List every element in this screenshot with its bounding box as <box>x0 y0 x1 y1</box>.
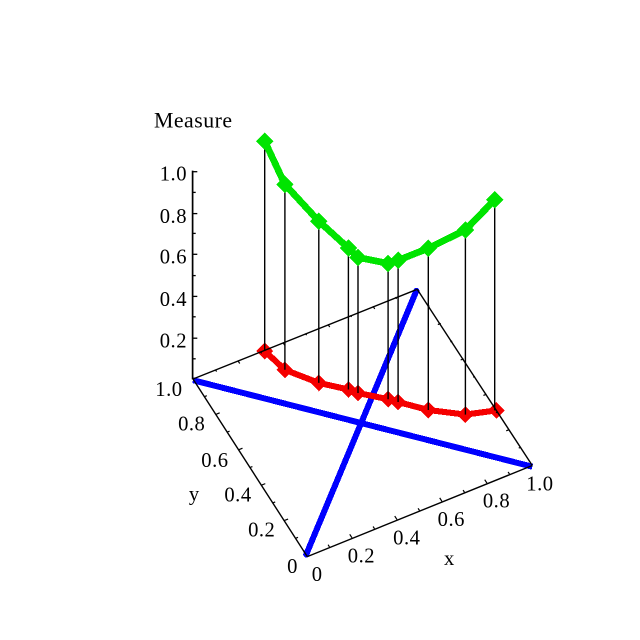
svg-text:0.2: 0.2 <box>248 519 275 541</box>
svg-text:0.8: 0.8 <box>178 413 205 435</box>
svg-text:0.6: 0.6 <box>438 509 465 531</box>
svg-text:1.0: 1.0 <box>160 163 187 185</box>
svg-text:x: x <box>444 548 455 570</box>
svg-text:1.0: 1.0 <box>155 379 182 401</box>
svg-text:0.4: 0.4 <box>224 485 251 507</box>
svg-text:0.4: 0.4 <box>393 527 420 549</box>
svg-text:0.4: 0.4 <box>160 289 187 311</box>
svg-text:0: 0 <box>312 564 323 586</box>
svg-text:0.2: 0.2 <box>160 331 187 353</box>
svg-text:0: 0 <box>287 556 298 578</box>
svg-text:y: y <box>189 483 200 505</box>
svg-text:0.6: 0.6 <box>201 450 228 472</box>
svg-text:0.8: 0.8 <box>483 490 510 512</box>
svg-text:Measure: Measure <box>154 109 233 133</box>
svg-text:0.8: 0.8 <box>160 206 187 228</box>
svg-text:0.2: 0.2 <box>348 546 375 568</box>
svg-text:1.0: 1.0 <box>526 474 553 496</box>
svg-text:0.6: 0.6 <box>160 247 187 269</box>
